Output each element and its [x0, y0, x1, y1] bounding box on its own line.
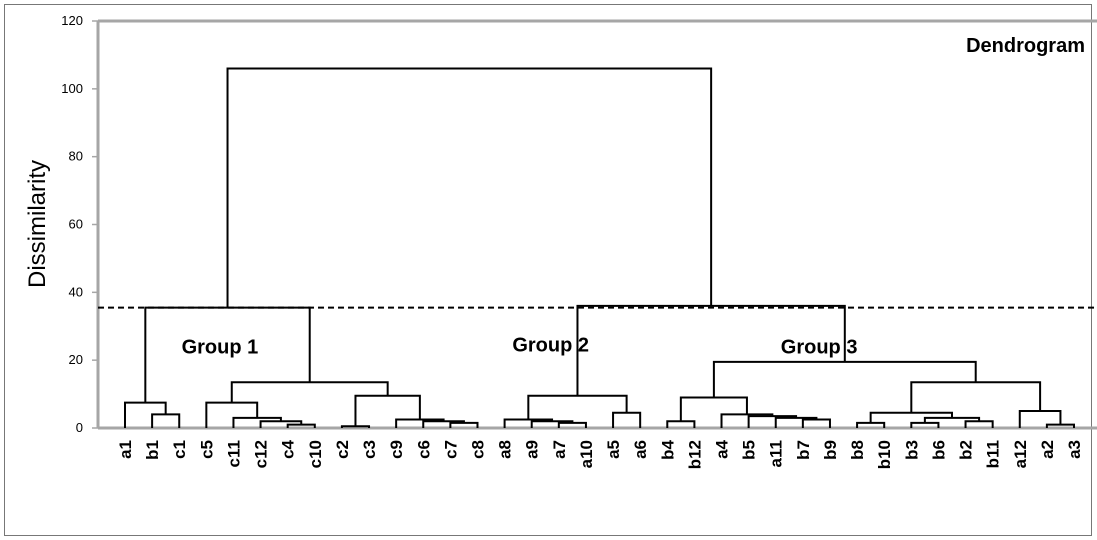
merge-link — [856, 421, 886, 428]
y-axis-label: Dissimilarity — [24, 160, 51, 288]
merge-link — [530, 420, 574, 428]
plot-area — [96, 19, 1097, 430]
leaf-label: a7 — [550, 440, 569, 459]
y-tick-label: 0 — [76, 420, 83, 435]
group-annotation: Group 3 — [781, 336, 858, 358]
merge-link — [503, 418, 554, 428]
leaf-label: c9 — [387, 440, 406, 459]
merge-link — [232, 416, 282, 428]
y-tick-label: 100 — [61, 81, 83, 96]
leaf-label: b9 — [821, 440, 840, 460]
leaf-label: b1 — [143, 440, 162, 460]
leaf-label: c6 — [414, 440, 433, 459]
merge-link — [612, 411, 642, 428]
leaf-label: b5 — [740, 440, 759, 460]
merge-link — [527, 394, 628, 420]
leaf-label: b7 — [794, 440, 813, 460]
merge-link — [124, 401, 167, 428]
leaf-label: a3 — [1065, 440, 1084, 459]
leaf-label: c5 — [197, 440, 216, 459]
merge-link — [679, 396, 748, 422]
leaf-label: c4 — [279, 439, 298, 458]
leaf-label: c2 — [333, 440, 352, 459]
leaf-label: b2 — [957, 440, 976, 460]
group-annotation: Group 2 — [512, 335, 589, 357]
y-axis: 0 20 40 60 80 100 120 — [61, 13, 98, 435]
merge-link — [259, 420, 303, 428]
merge-link — [422, 420, 465, 428]
leaf-label: b8 — [848, 440, 867, 460]
leaf-label: a9 — [523, 440, 542, 459]
leaf-label: c1 — [170, 440, 189, 459]
merge-link — [910, 381, 1042, 413]
leaf-label: b12 — [685, 440, 704, 469]
y-tick-label: 120 — [61, 13, 83, 28]
leaf-label: c12 — [252, 440, 271, 468]
leaf-label: c11 — [224, 440, 243, 467]
merge-link — [151, 413, 181, 428]
leaf-label: b6 — [929, 440, 948, 460]
leaf-label: c3 — [360, 440, 379, 459]
leaf-label: b11 — [984, 440, 1003, 468]
merge-link — [712, 360, 977, 398]
merge-link — [226, 67, 713, 308]
merge-link — [557, 421, 587, 428]
leaf-label: a12 — [1011, 440, 1030, 468]
group-annotations: Group 1 Group 2 Group 3 — [182, 335, 858, 359]
leaf-label: a6 — [631, 440, 650, 459]
leaf-label: a5 — [604, 440, 623, 459]
y-tick-label: 40 — [69, 284, 83, 299]
merge-link — [205, 401, 259, 428]
leaf-label: b3 — [902, 440, 921, 460]
y-tick-label: 60 — [69, 217, 83, 232]
y-tick-label: 80 — [69, 149, 83, 164]
leaf-label: c8 — [468, 440, 487, 459]
merge-link — [144, 306, 311, 403]
leaf-label: b4 — [658, 439, 677, 459]
leaf-label: a1 — [116, 440, 135, 459]
merge-link — [964, 420, 994, 428]
dendrogram-links — [124, 67, 1075, 428]
merge-link — [801, 418, 831, 428]
merge-link — [449, 421, 479, 428]
leaf-label: c10 — [306, 440, 325, 468]
y-tick-label: 20 — [69, 352, 83, 367]
merge-link — [1018, 410, 1062, 428]
leaf-label: a2 — [1038, 440, 1057, 459]
chart-frame — [4, 4, 1092, 536]
merge-link — [910, 421, 940, 428]
leaf-label: a4 — [713, 439, 732, 458]
leaf-labels: a1 b1 c1 c5 c11 c12 c4 c10 c2 c3 c9 c6 c7 c8 a8 a9 a7 a10… — [116, 439, 1084, 469]
leaf-label: c7 — [441, 440, 460, 459]
merge-link — [230, 381, 389, 403]
group-annotation: Group 1 — [182, 336, 259, 358]
leaf-label: a11 — [767, 440, 786, 467]
leaf-label: a10 — [577, 440, 596, 468]
merge-link — [395, 418, 445, 428]
chart-title: Dendrogram — [966, 35, 1085, 57]
leaf-label: a8 — [496, 440, 515, 459]
merge-link — [666, 420, 696, 428]
leaf-label: b10 — [875, 440, 894, 469]
merge-link — [354, 394, 421, 427]
